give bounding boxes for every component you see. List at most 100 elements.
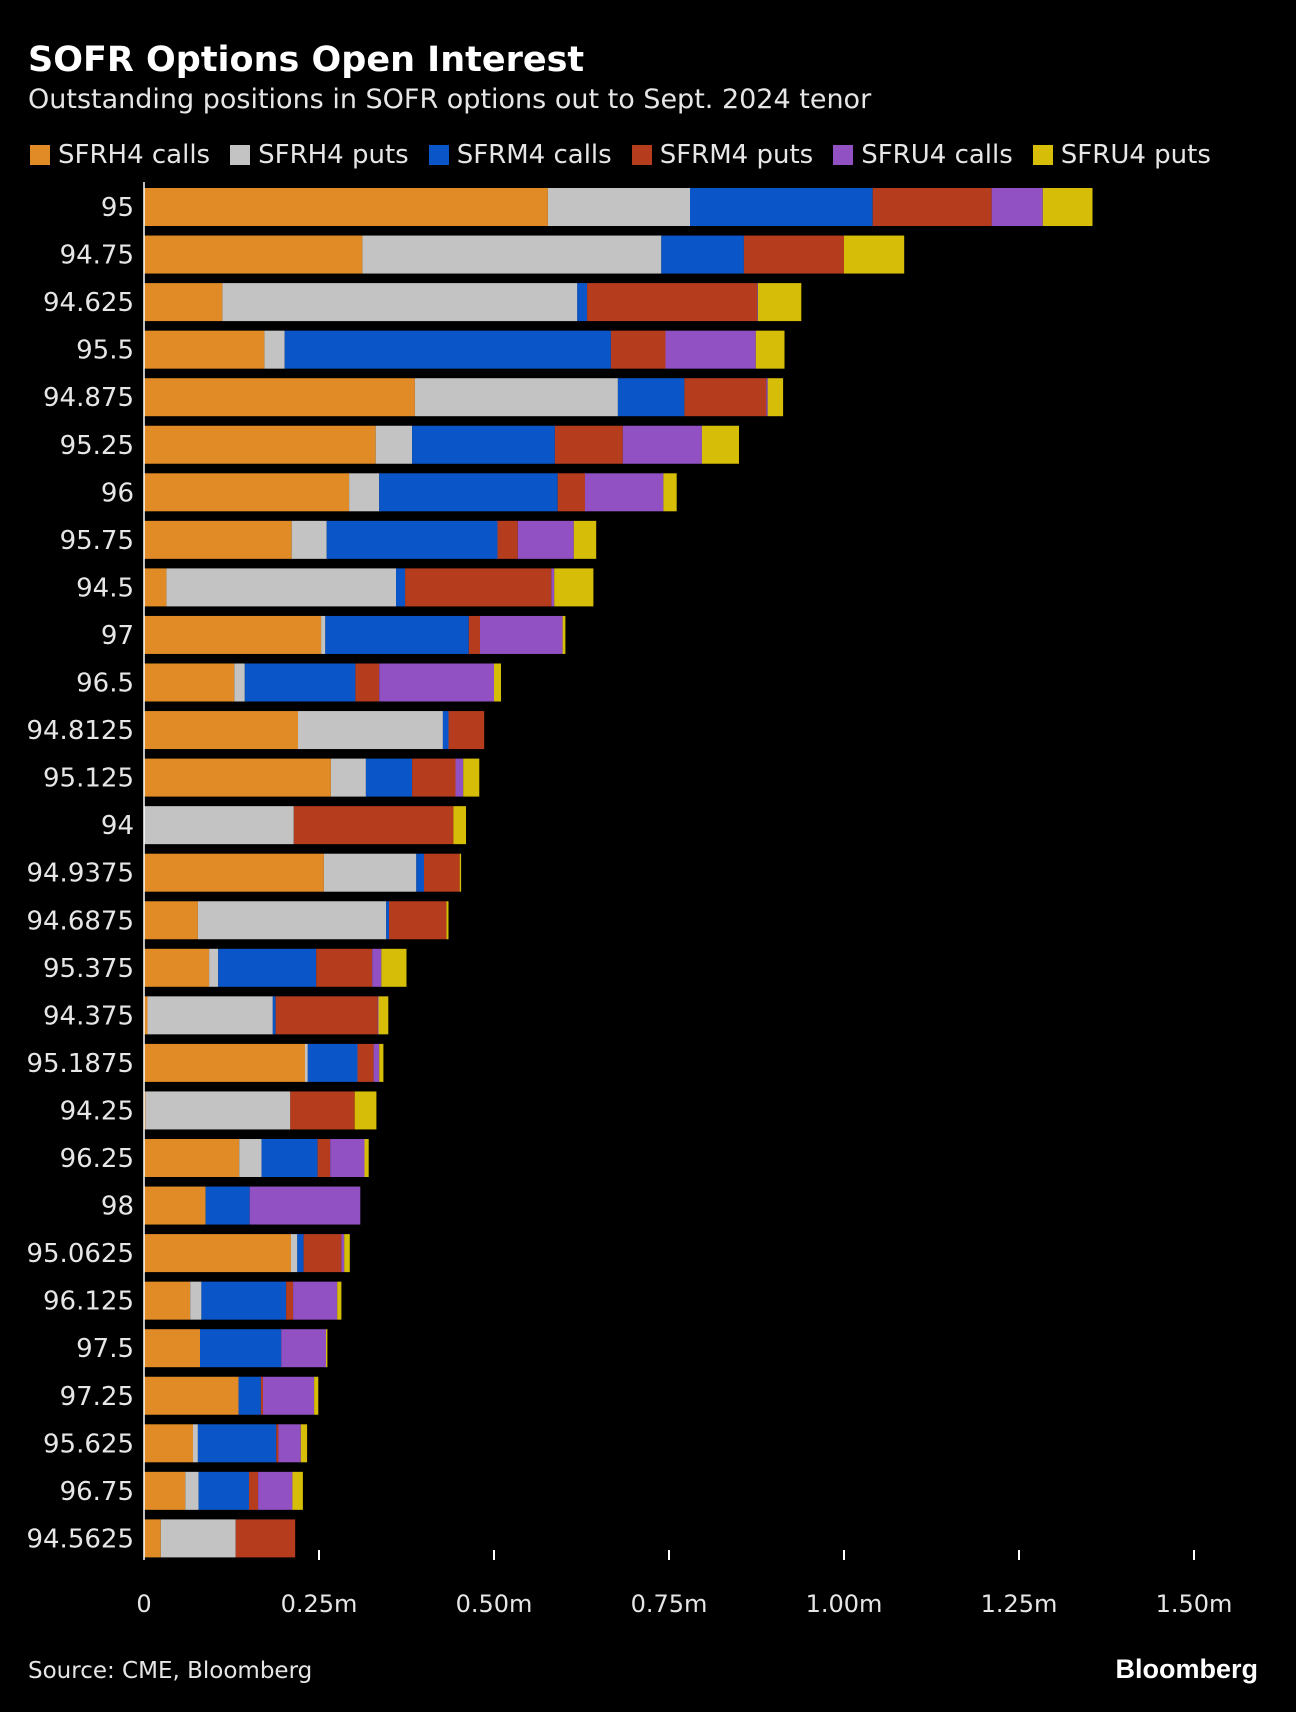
bar-segment: [442, 711, 449, 750]
bar-segment: [145, 1091, 291, 1130]
legend-swatch: [1032, 145, 1053, 165]
category-label: 97.25: [60, 1382, 134, 1412]
bar-segment: [286, 1281, 294, 1320]
bar-segment: [222, 283, 578, 322]
bar-segment: [665, 330, 756, 369]
bar-segment: [144, 853, 324, 892]
bar-segment: [337, 1281, 342, 1320]
bar-segment: [767, 378, 784, 417]
category-label: 98: [101, 1192, 134, 1222]
bar-segment: [300, 1424, 308, 1463]
bar-segment: [185, 1471, 199, 1510]
bar-segment: [344, 1234, 350, 1273]
bar-segment: [249, 1186, 361, 1225]
bar-segment: [244, 663, 356, 702]
bar-segment: [517, 520, 574, 559]
category-label: 94.5625: [26, 1524, 134, 1554]
bar-segment: [330, 1139, 365, 1177]
category-label: 94.375: [43, 1001, 134, 1031]
bar-segment: [144, 1471, 186, 1510]
category-label: 95.375: [43, 954, 134, 984]
bar-segment: [144, 1139, 240, 1177]
category-label: 94.875: [43, 383, 134, 413]
bar-segment: [448, 711, 485, 750]
bar-segment: [260, 1376, 263, 1415]
category-label: 95.5: [76, 336, 134, 366]
bar-segment: [147, 996, 273, 1035]
bar-segment: [197, 1424, 277, 1463]
bar-segment: [144, 520, 292, 559]
bar-segment: [144, 615, 322, 654]
bar-segment: [205, 1186, 250, 1225]
category-label: 94.5: [76, 573, 134, 603]
bar-segment: [326, 520, 498, 559]
bar-segment: [459, 853, 462, 892]
bar-segment: [446, 901, 449, 940]
category-label: 95.25: [60, 431, 134, 461]
x-tick-label: 0.75m: [631, 1590, 708, 1618]
chart-subtitle: Outstanding positions in SOFR options ou…: [28, 84, 872, 115]
bar-segment: [278, 1424, 301, 1463]
bar-segment: [144, 1186, 206, 1225]
bar-segment: [263, 1376, 315, 1415]
legend-item-sfrh4-puts: SFRH4 puts: [230, 140, 409, 170]
legend-label: SFRU4 calls: [861, 140, 1013, 170]
legend-label: SFRM4 calls: [456, 140, 612, 170]
bar-segment: [379, 473, 558, 512]
bar-segment: [701, 425, 739, 464]
bar-segment: [610, 330, 666, 369]
bar-segment: [144, 1424, 193, 1463]
bar-segment: [298, 711, 443, 750]
legend: SFRH4 calls SFRH4 puts SFRM4 calls SFRM4…: [30, 140, 1231, 170]
bar-segment: [144, 330, 265, 369]
bar-segment: [144, 568, 167, 607]
bar-segment: [663, 473, 677, 512]
category-label: 94.9375: [26, 859, 134, 889]
bar-segment: [378, 996, 389, 1035]
bar-segment: [562, 615, 566, 654]
bar-segment: [355, 663, 380, 702]
bar-segment: [362, 235, 662, 274]
bar-segment: [275, 996, 378, 1035]
bar-segment: [379, 1043, 384, 1082]
bar-segment: [297, 1234, 304, 1273]
bar-segment: [144, 1519, 161, 1558]
bar-segment: [375, 425, 413, 464]
x-tick-label: 0.25m: [281, 1590, 358, 1618]
legend-label: SFRM4 puts: [659, 140, 814, 170]
bar-segment: [261, 1139, 318, 1177]
bar-segment: [455, 758, 464, 797]
bar-segment: [144, 283, 223, 322]
bar-segment: [144, 901, 198, 940]
bar-segment: [291, 520, 327, 559]
bar-segment: [573, 520, 597, 559]
x-tick-label: 1.00m: [806, 1590, 883, 1618]
bar-segment: [1042, 188, 1093, 226]
legend-swatch: [631, 145, 652, 165]
bar-segment: [554, 425, 623, 464]
category-label: 94.6875: [26, 906, 134, 936]
bar-segment: [547, 188, 690, 226]
category-label: 94.625: [43, 288, 134, 318]
bar-segment: [144, 235, 363, 274]
bar-segment: [386, 901, 389, 940]
bar-segment: [198, 1471, 249, 1510]
category-label: 95.1875: [26, 1049, 134, 1079]
legend-item-sfrm4-puts: SFRM4 puts: [631, 140, 814, 170]
bar-segment: [276, 1424, 279, 1463]
bar-segment: [743, 235, 844, 274]
legend-item-sfru4-calls: SFRU4 calls: [833, 140, 1013, 170]
x-tick-label: 1.25m: [981, 1590, 1058, 1618]
bar-segment: [424, 853, 460, 892]
bar-segment: [144, 663, 235, 702]
bar-segment: [317, 1139, 331, 1177]
bar-segment: [316, 948, 373, 987]
bar-segment: [412, 425, 555, 464]
bar-segment: [463, 758, 480, 797]
category-label: 95.625: [43, 1429, 134, 1459]
bar-segment: [330, 758, 366, 797]
bar-segment: [218, 948, 317, 987]
bar-segment: [587, 283, 758, 322]
legend-swatch: [833, 145, 854, 165]
bar-segment: [201, 1281, 287, 1320]
